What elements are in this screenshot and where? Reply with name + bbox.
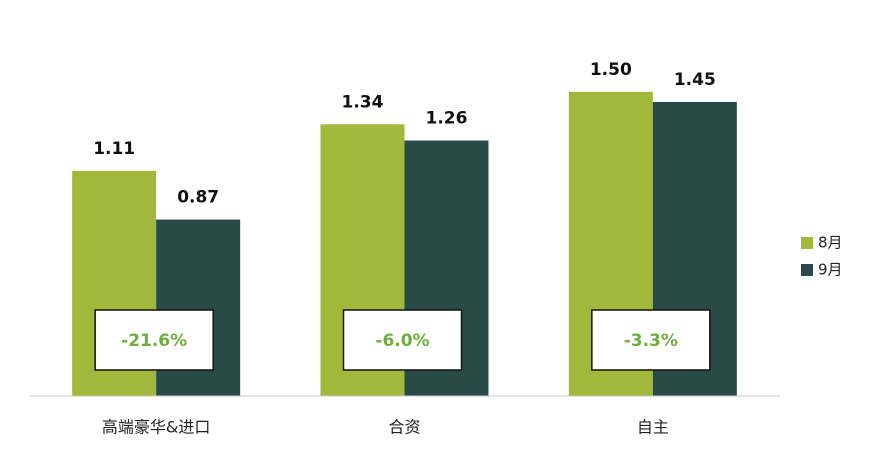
legend-label: 9月 (818, 261, 843, 279)
value-label: 1.26 (426, 109, 468, 129)
change-box (94, 309, 214, 371)
value-label: 1.34 (342, 92, 384, 112)
legend-label: 8月 (818, 234, 843, 252)
change-label: -6.0% (375, 331, 429, 351)
legend-swatch (801, 264, 813, 276)
x-tick-label: 自主 (637, 418, 669, 437)
value-label: 1.50 (590, 60, 632, 80)
value-label: 1.45 (674, 70, 716, 90)
change-label: -21.6% (121, 331, 187, 351)
change-box (591, 309, 711, 371)
legend-swatch (801, 237, 813, 249)
value-label: 0.87 (177, 188, 219, 208)
value-label: 1.11 (93, 139, 135, 159)
x-tick-label: 合资 (388, 418, 420, 437)
change-label: -3.3% (624, 331, 678, 351)
x-tick-label: 高端豪华&进口 (102, 418, 210, 437)
change-box (342, 309, 463, 371)
